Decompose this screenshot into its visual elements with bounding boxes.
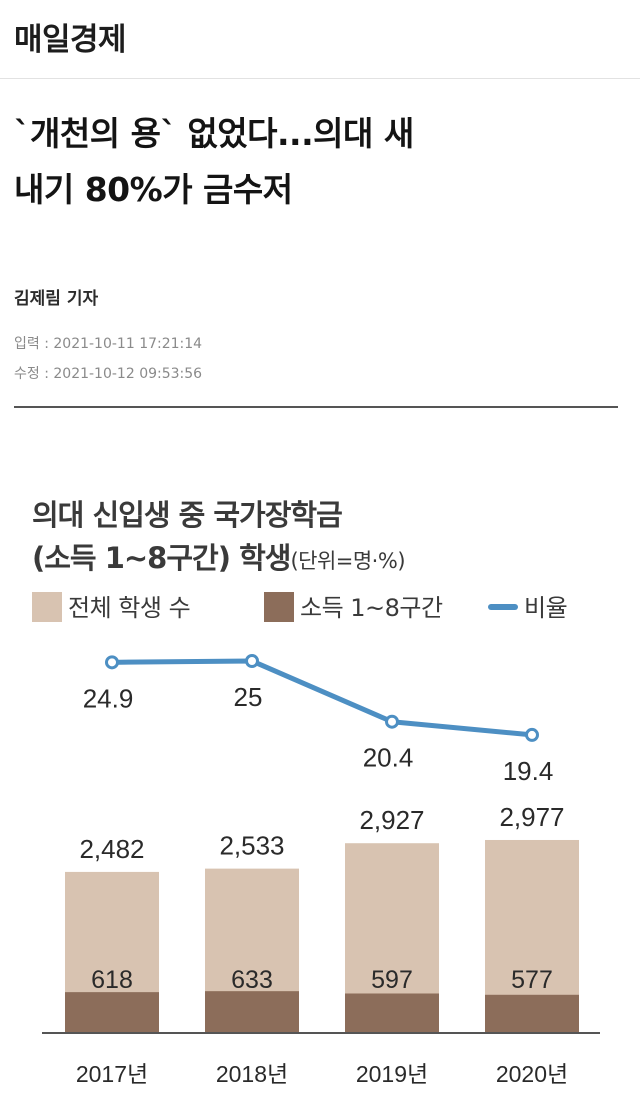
bar-low-income-label-1: 633 [231, 966, 273, 994]
bar-total-label-1: 2,533 [219, 831, 284, 861]
legend-swatch-low-income [264, 592, 294, 622]
bar-low-income-label-2: 597 [371, 966, 413, 994]
chart-title: 의대 신입생 중 국가장학금 (소득 1~8구간) 학생(단위=명·%) [32, 494, 406, 583]
ratio-line [111, 658, 533, 738]
ratio-point-1 [245, 654, 259, 668]
brand-logo[interactable]: 매일경제 [14, 22, 127, 58]
ratio-label-1: 25 [234, 682, 263, 712]
chart-title-line-1: 의대 신입생 중 국가장학금 [32, 498, 343, 532]
legend-item-low-income: 소득 1~8구간 [264, 590, 443, 626]
legend-label-low-income: 소득 1~8구간 [300, 594, 443, 622]
bar-low-income-1 [205, 991, 299, 1032]
bar-low-income-3 [485, 994, 579, 1032]
headline-line-2: 내기 80%가 금수저 [14, 170, 293, 209]
bar-low-income-label-3: 577 [511, 966, 553, 994]
ratio-label-2: 20.4 [363, 743, 414, 773]
bar-low-income-0 [65, 992, 159, 1032]
ratio-label-3: 19.4 [503, 756, 554, 786]
chart-title-line-2: (소득 1~8구간) 학생(단위=명·%) [32, 537, 406, 583]
ratio-point-0 [105, 655, 119, 670]
chart-unit: (단위=명·%) [290, 549, 406, 573]
bar-total-label-2: 2,927 [359, 805, 424, 835]
header-divider [0, 78, 640, 79]
ratio-label-0: 24.9 [83, 683, 134, 713]
ratio-point-3 [525, 727, 539, 742]
article-divider [14, 406, 618, 408]
x-tick-label-2: 2019년 [356, 1061, 428, 1087]
x-tick-label-3: 2020년 [496, 1061, 568, 1087]
chart-title-line-2-text: (소득 1~8구간) 학생 [32, 541, 291, 575]
bar-low-income-2 [345, 993, 439, 1032]
update-timestamp: 수정 : 2021-10-12 09:53:56 [14, 366, 203, 382]
chart-legend: 전체 학생 수 소득 1~8구간 비율 [32, 590, 632, 626]
chart-plot: 2,482 618 2017년 2,533 633 2018년 2,927 597 2019년 2… [42, 654, 600, 1087]
legend-label-ratio: 비율 [524, 594, 568, 622]
ratio-point-2 [385, 714, 399, 729]
byline[interactable]: 김제림 기자 [14, 289, 99, 309]
article-headline: `개천의 용` 없었다...의대 새 내기 80%가 금수저 [14, 106, 624, 218]
legend-item-total: 전체 학생 수 [32, 590, 191, 626]
x-tick-label-1: 2018년 [216, 1061, 288, 1087]
headline-line-1: `개천의 용` 없었다...의대 새 [14, 114, 414, 153]
legend-swatch-total [32, 592, 62, 622]
bar-total-label-3: 2,977 [499, 802, 564, 832]
legend-item-ratio: 비율 [488, 590, 568, 626]
legend-label-total: 전체 학생 수 [68, 594, 191, 622]
x-tick-label-0: 2017년 [76, 1061, 148, 1087]
input-timestamp: 입력 : 2021-10-11 17:21:14 [14, 336, 203, 352]
bar-total-label-0: 2,482 [79, 834, 144, 864]
bar-low-income-label-0: 618 [91, 966, 133, 994]
legend-swatch-ratio [488, 604, 518, 610]
